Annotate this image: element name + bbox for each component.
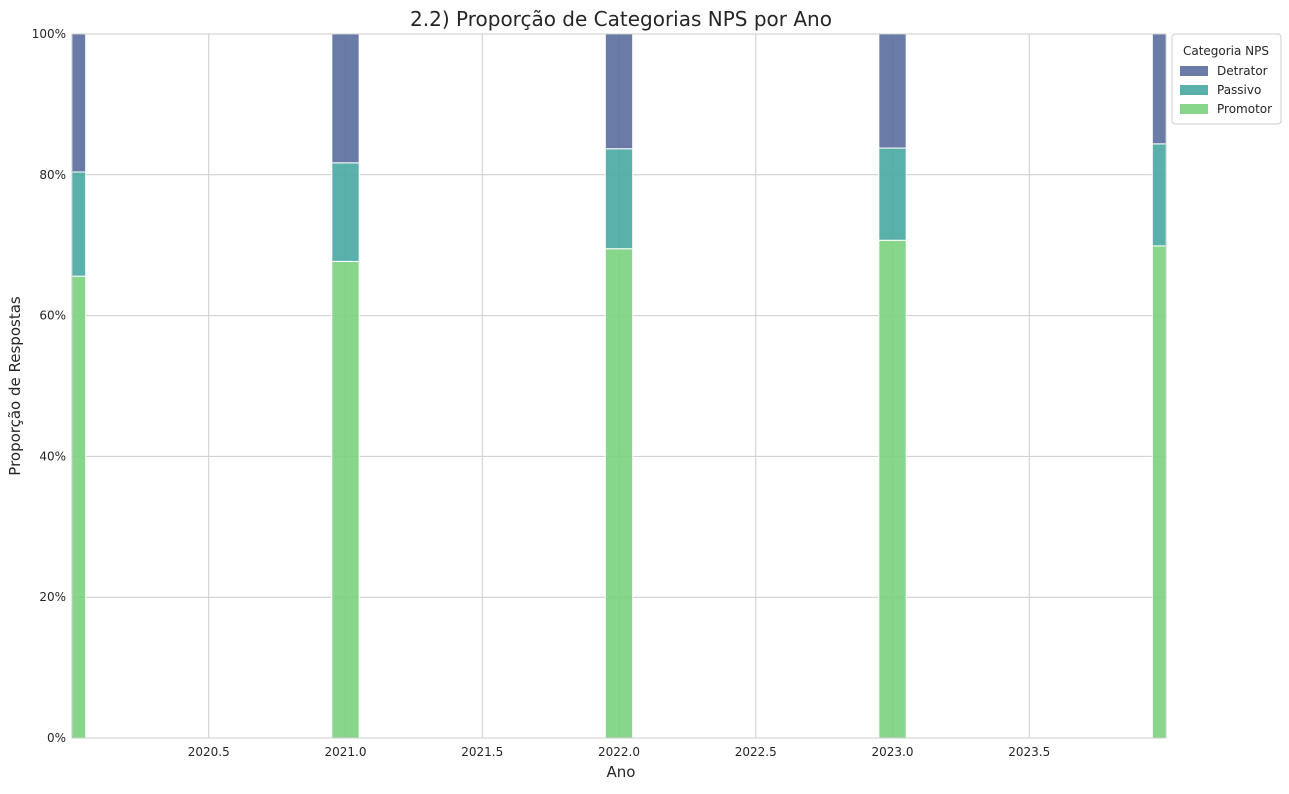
y-tick-label: 20% <box>39 590 66 604</box>
bar-promotor-2020 <box>71 275 87 739</box>
bar-promotor-2023 <box>878 239 907 739</box>
y-tick-labels: 0% 20% 40% 60% 80% 100% <box>32 27 66 745</box>
x-tick-label: 2023.5 <box>1008 745 1050 759</box>
y-tick-label: 60% <box>39 309 66 323</box>
bar-detrator-2023 <box>878 33 907 149</box>
legend-entries: Detrator Passivo Promotor <box>1180 64 1272 116</box>
x-axis-label: Ano <box>607 763 636 781</box>
x-tick-label: 2023.0 <box>872 745 914 759</box>
legend: Categoria NPS Detrator Passivo Promotor <box>1171 33 1282 125</box>
legend-label: Passivo <box>1217 83 1261 97</box>
y-tick-label: 80% <box>39 168 66 182</box>
legend-item-passivo: Passivo <box>1180 83 1261 97</box>
x-tick-label: 2021.0 <box>325 745 367 759</box>
legend-item-detrator: Detrator <box>1180 64 1268 78</box>
bar-passivo-2020 <box>71 171 87 277</box>
y-tick-label: 100% <box>32 27 66 41</box>
bars <box>71 33 1167 739</box>
legend-swatch <box>1180 104 1208 114</box>
bar-promotor-2021 <box>331 260 360 739</box>
legend-swatch <box>1180 85 1208 95</box>
x-tick-label: 2022.0 <box>598 745 640 759</box>
bar-passivo-2024 <box>1151 143 1167 247</box>
x-tick-label: 2022.5 <box>735 745 777 759</box>
x-tick-label: 2021.5 <box>461 745 503 759</box>
bar-promotor-2022 <box>604 248 634 739</box>
legend-swatch <box>1180 66 1208 76</box>
legend-label: Promotor <box>1217 102 1272 116</box>
x-tick-labels: 2020.5 2021.0 2021.5 2022.0 2022.5 2023.0 2023… <box>188 745 1051 759</box>
bar-detrator-2020 <box>71 33 87 173</box>
bar-detrator-2022 <box>604 33 634 150</box>
bar-detrator-2024 <box>1151 33 1167 145</box>
bar-passivo-2022 <box>604 148 634 250</box>
bar-passivo-2021 <box>331 162 360 262</box>
legend-label: Detrator <box>1217 64 1268 78</box>
chart-title: 2.2) Proporção de Categorias NPS por Ano <box>410 7 832 31</box>
bar-detrator-2021 <box>331 33 360 164</box>
legend-item-promotor: Promotor <box>1180 102 1272 116</box>
x-tick-label: 2020.5 <box>188 745 230 759</box>
legend-title: Categoria NPS <box>1183 44 1269 58</box>
y-tick-label: 0% <box>47 731 66 745</box>
y-axis-label: Proporção de Respostas <box>6 296 24 476</box>
bar-promotor-2024 <box>1151 245 1167 739</box>
bar-passivo-2023 <box>878 147 907 241</box>
legend-box <box>1171 33 1282 125</box>
plot-frame <box>71 33 1167 739</box>
y-tick-label: 40% <box>39 449 66 463</box>
